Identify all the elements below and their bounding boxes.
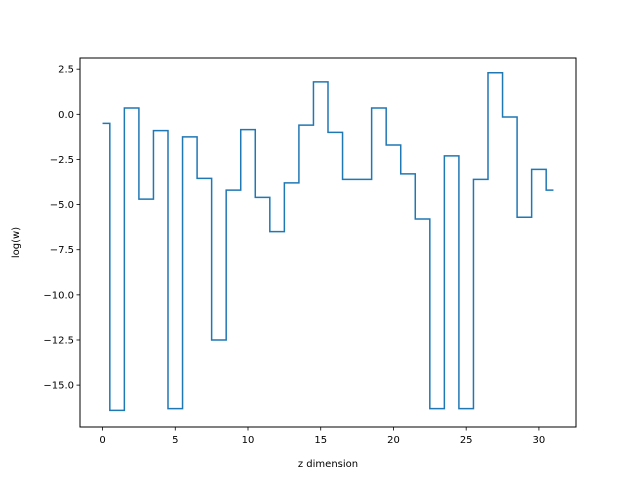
x-tick-label: 30 bbox=[533, 435, 546, 446]
y-tick-label: −5.0 bbox=[50, 200, 74, 211]
y-axis-label: log(w) bbox=[11, 227, 22, 258]
y-tick-label: −15.0 bbox=[43, 381, 74, 392]
series-layer bbox=[102, 72, 554, 412]
y-tick-label: −7.5 bbox=[50, 245, 74, 256]
x-tick-label: 5 bbox=[172, 435, 178, 446]
y-tick-label: 2.5 bbox=[58, 65, 74, 76]
x-tick-label: 15 bbox=[314, 435, 327, 446]
y-axis: 2.5 0.0 −2.5 −5.0 −7.5 −10.0 −12.5 −15.0 bbox=[43, 65, 80, 392]
x-axis: 0 5 10 15 20 25 30 bbox=[99, 427, 545, 446]
y-tick-label: −12.5 bbox=[43, 335, 74, 346]
y-tick-label: 0.0 bbox=[58, 110, 74, 121]
plot-area bbox=[79, 57, 577, 428]
x-tick-label: 0 bbox=[99, 435, 105, 446]
y-tick-label: −10.0 bbox=[43, 290, 74, 301]
x-tick-label: 25 bbox=[460, 435, 473, 446]
x-tick-label: 20 bbox=[387, 435, 400, 446]
axes-frame bbox=[79, 57, 577, 428]
x-axis-label: z dimension bbox=[298, 459, 358, 470]
x-tick-label: 10 bbox=[242, 435, 255, 446]
series-line bbox=[102, 72, 554, 412]
y-tick-label: −2.5 bbox=[50, 155, 74, 166]
